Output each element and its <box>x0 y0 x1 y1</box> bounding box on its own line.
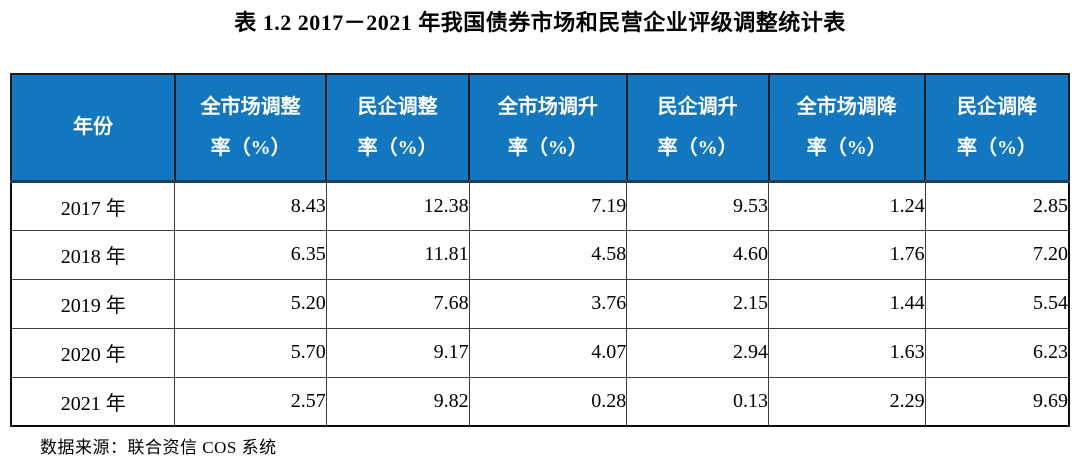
column-header-label: 民企调整 <box>357 95 438 118</box>
column-header-label: 年份 <box>72 116 113 139</box>
value-cell: 5.20 <box>174 278 327 329</box>
column-header-label: 民企调降 <box>957 95 1038 118</box>
column-header-private-downgrade-rate: 民企调降 率（%） <box>924 73 1070 183</box>
value-cell: 1.76 <box>768 229 926 280</box>
column-header-market-upgrade-rate: 全市场调升 率（%） <box>468 73 628 183</box>
year-cell: 2020 年 <box>10 327 176 378</box>
table-row: 2017 年 8.43 12.38 7.19 9.53 1.24 2.85 <box>10 180 1070 231</box>
value-cell: 5.54 <box>924 278 1070 329</box>
column-header-label: 全市场调整 <box>200 95 301 118</box>
value-cell: 1.44 <box>768 278 926 329</box>
column-header-market-downgrade-rate: 全市场调降 率（%） <box>767 73 927 183</box>
value-cell: 2.29 <box>768 376 926 427</box>
value-cell: 5.70 <box>174 327 327 378</box>
column-header-private-adjust-rate: 民企调整 率（%） <box>325 73 471 183</box>
column-header-market-adjust-rate: 全市场调整 率（%） <box>173 73 328 183</box>
column-header-label: 率（%） <box>357 136 438 159</box>
year-cell: 2017 年 <box>10 180 176 231</box>
year-cell: 2019 年 <box>10 278 176 329</box>
value-cell: 12.38 <box>325 180 470 231</box>
value-cell: 4.07 <box>468 327 628 378</box>
column-header-label: 率（%） <box>957 136 1038 159</box>
value-cell: 1.24 <box>768 180 926 231</box>
column-header-label: 率（%） <box>806 136 887 159</box>
column-header-year: 年份 <box>10 73 176 183</box>
value-cell: 4.58 <box>468 229 628 280</box>
value-cell: 2.57 <box>174 376 327 427</box>
source-note: 数据来源：联合资信 COS 系统 <box>40 438 277 457</box>
column-header-label: 全市场调升 <box>497 95 598 118</box>
value-cell: 9.17 <box>325 327 470 378</box>
value-cell: 0.28 <box>468 376 628 427</box>
value-cell: 9.69 <box>924 376 1070 427</box>
year-cell: 2018 年 <box>10 229 176 280</box>
value-cell: 7.19 <box>468 180 628 231</box>
value-cell: 6.23 <box>924 327 1070 378</box>
page-title: 表 1.2 2017－2021 年我国债券市场和民营企业评级调整统计表 <box>234 10 846 35</box>
value-cell: 7.20 <box>924 229 1070 280</box>
value-cell: 7.68 <box>325 278 470 329</box>
value-cell: 2.94 <box>626 327 769 378</box>
column-header-label: 民企调升 <box>657 95 738 118</box>
column-header-label: 率（%） <box>657 136 738 159</box>
value-cell: 2.15 <box>626 278 769 329</box>
rating-adjustment-table: 年份 全市场调整 率（%） 民企调整 率（%） <box>10 73 1070 427</box>
column-header-label: 率（%） <box>507 136 588 159</box>
column-header-private-upgrade-rate: 民企调升 率（%） <box>625 73 770 183</box>
table-row: 2019 年 5.20 7.68 3.76 2.15 1.44 5.54 <box>10 278 1070 329</box>
column-header-label: 率（%） <box>210 136 291 159</box>
value-cell: 11.81 <box>325 229 470 280</box>
header-row: 年份 全市场调整 率（%） 民企调整 率（%） <box>10 73 1070 183</box>
value-cell: 4.60 <box>626 229 769 280</box>
value-cell: 1.63 <box>768 327 926 378</box>
column-header-label: 全市场调降 <box>796 95 897 118</box>
value-cell: 9.82 <box>325 376 470 427</box>
value-cell: 6.35 <box>174 229 327 280</box>
value-cell: 0.13 <box>626 376 769 427</box>
table-row: 2018 年 6.35 11.81 4.58 4.60 1.76 7.20 <box>10 229 1070 280</box>
value-cell: 8.43 <box>174 180 327 231</box>
year-cell: 2021 年 <box>10 376 176 427</box>
table-row: 2021 年 2.57 9.82 0.28 0.13 2.29 9.69 <box>10 376 1070 427</box>
value-cell: 9.53 <box>626 180 769 231</box>
value-cell: 3.76 <box>468 278 628 329</box>
table-row: 2020 年 5.70 9.17 4.07 2.94 1.63 6.23 <box>10 327 1070 378</box>
value-cell: 2.85 <box>924 180 1070 231</box>
